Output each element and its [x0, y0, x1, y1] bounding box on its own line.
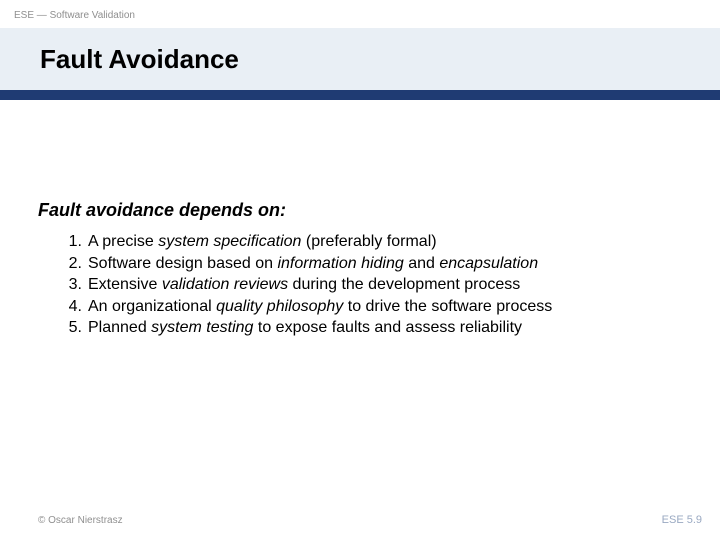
list-number: 2.	[60, 253, 82, 275]
list-item: 2.Software design based on information h…	[66, 253, 690, 275]
list-number: 5.	[60, 317, 82, 339]
slide: ESE — Software Validation Fault Avoidanc…	[0, 0, 720, 540]
page-title: Fault Avoidance	[0, 44, 239, 75]
copyright: © Oscar Nierstrasz	[38, 515, 123, 526]
list-text: An organizational quality philosophy to …	[88, 298, 552, 315]
list-number: 3.	[60, 274, 82, 296]
title-rule	[0, 90, 720, 100]
list-number: 4.	[60, 296, 82, 318]
list-item: 4.An organizational quality philosophy t…	[66, 296, 690, 318]
list-text: Software design based on information hid…	[88, 255, 538, 272]
list-text: Planned system testing to expose faults …	[88, 319, 522, 336]
subtitle: Fault avoidance depends on:	[38, 200, 690, 221]
list-item: 3.Extensive validation reviews during th…	[66, 274, 690, 296]
title-band: Fault Avoidance	[0, 28, 720, 90]
course-label: ESE — Software Validation	[14, 10, 135, 21]
list-text: A precise system specification (preferab…	[88, 233, 437, 250]
list-number: 1.	[60, 231, 82, 253]
list-item: 1.A precise system specification (prefer…	[66, 231, 690, 253]
list-text: Extensive validation reviews during the …	[88, 276, 520, 293]
content: Fault avoidance depends on: 1. A precise …	[38, 200, 690, 339]
page-number: ESE 5.9	[662, 514, 702, 526]
list-item: 5.Planned system testing to expose fault…	[66, 317, 690, 339]
numbered-list: 1. A precise system specification (prefer…	[38, 231, 690, 339]
